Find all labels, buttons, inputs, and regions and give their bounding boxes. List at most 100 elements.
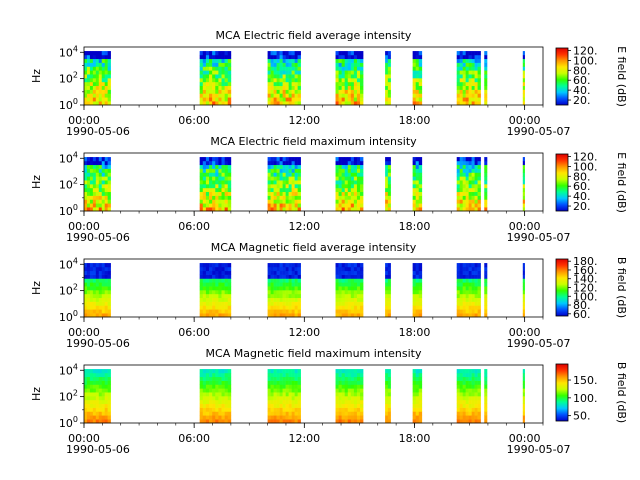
data-cell	[224, 388, 229, 393]
data-cell	[212, 160, 216, 166]
data-cell	[285, 407, 289, 412]
data-cell	[468, 78, 472, 83]
data-cell	[86, 286, 91, 291]
data-cell	[294, 176, 298, 181]
data-cell	[360, 384, 364, 389]
data-cell	[468, 191, 472, 196]
data-cell	[356, 278, 361, 283]
data-cell	[205, 93, 210, 98]
data-cell	[267, 286, 271, 291]
data-cell	[459, 286, 463, 291]
data-cell	[95, 85, 100, 90]
data-cell	[385, 415, 389, 420]
data-cell	[107, 376, 111, 381]
data-cell	[468, 297, 472, 302]
data-cell	[221, 62, 225, 67]
data-cell	[101, 89, 106, 94]
data-cell	[291, 160, 295, 166]
data-cell	[218, 62, 222, 67]
data-cell	[285, 203, 289, 208]
data-cell	[199, 78, 204, 83]
data-cell	[95, 415, 100, 420]
data-cell	[356, 380, 361, 385]
data-cell	[202, 176, 207, 181]
data-cell	[387, 376, 391, 381]
data-cell	[202, 274, 207, 279]
data-cell	[227, 164, 232, 169]
data-cell	[288, 274, 292, 279]
data-cell	[474, 164, 478, 169]
data-cell	[104, 286, 108, 291]
data-cell	[474, 407, 478, 412]
data-cell	[215, 62, 219, 67]
data-cell	[387, 78, 391, 83]
data-cell	[224, 74, 229, 79]
data-cell	[218, 376, 222, 381]
data-cell	[415, 85, 420, 90]
x-date-end: 1990-05-07	[507, 125, 571, 138]
data-cell	[335, 168, 339, 173]
data-cell	[107, 293, 111, 299]
data-cell	[294, 305, 298, 310]
data-cell	[347, 270, 352, 275]
y-tick-label: 100	[59, 415, 78, 430]
data-cell	[356, 301, 361, 306]
data-cell	[202, 78, 207, 83]
data-cell	[353, 207, 358, 212]
data-cell	[360, 415, 364, 420]
data-cell	[202, 388, 207, 393]
data-cell	[209, 388, 213, 393]
data-cell	[270, 376, 274, 381]
data-cell	[205, 396, 210, 401]
data-cell	[288, 184, 292, 189]
data-cell	[218, 263, 222, 268]
data-cell	[227, 301, 232, 306]
data-cell	[415, 388, 420, 393]
data-cell	[276, 293, 280, 299]
data-cell	[412, 419, 416, 424]
data-cell	[107, 62, 111, 67]
data-cell	[291, 70, 295, 75]
data-cell	[95, 380, 100, 385]
data-cell	[360, 89, 364, 94]
data-cell	[98, 282, 103, 287]
data-cell	[285, 74, 289, 79]
data-cell	[297, 93, 301, 98]
data-cell	[279, 419, 283, 424]
data-cell	[341, 309, 346, 314]
data-cell	[273, 388, 277, 393]
data-cell	[418, 309, 423, 314]
data-cell	[291, 270, 295, 275]
data-cell	[95, 172, 100, 177]
data-cell	[86, 160, 91, 166]
data-cell	[468, 81, 472, 87]
data-cell	[418, 384, 423, 389]
data-cell	[468, 176, 472, 181]
data-cell	[276, 191, 280, 196]
data-cell	[273, 78, 277, 83]
data-cell	[209, 384, 213, 389]
data-cell	[341, 278, 346, 283]
data-cell	[465, 70, 469, 75]
data-cell	[468, 157, 472, 162]
data-cell	[385, 89, 389, 94]
data-cell	[224, 160, 229, 166]
data-cell	[224, 392, 229, 397]
data-cell	[218, 309, 222, 314]
data-cell	[104, 388, 108, 393]
data-cell	[471, 101, 475, 106]
data-cell	[92, 309, 97, 314]
data-cell	[297, 419, 301, 424]
data-cell	[92, 293, 97, 299]
data-cell	[415, 407, 420, 412]
data-cell	[459, 157, 463, 162]
data-cell	[360, 51, 364, 56]
data-cell	[89, 195, 94, 200]
data-cell	[353, 286, 358, 291]
data-cell	[350, 263, 355, 268]
data-cell	[344, 309, 349, 314]
data-cell	[360, 309, 364, 314]
data-cell	[471, 290, 475, 295]
data-cell	[459, 168, 463, 173]
data-cell	[415, 191, 420, 196]
